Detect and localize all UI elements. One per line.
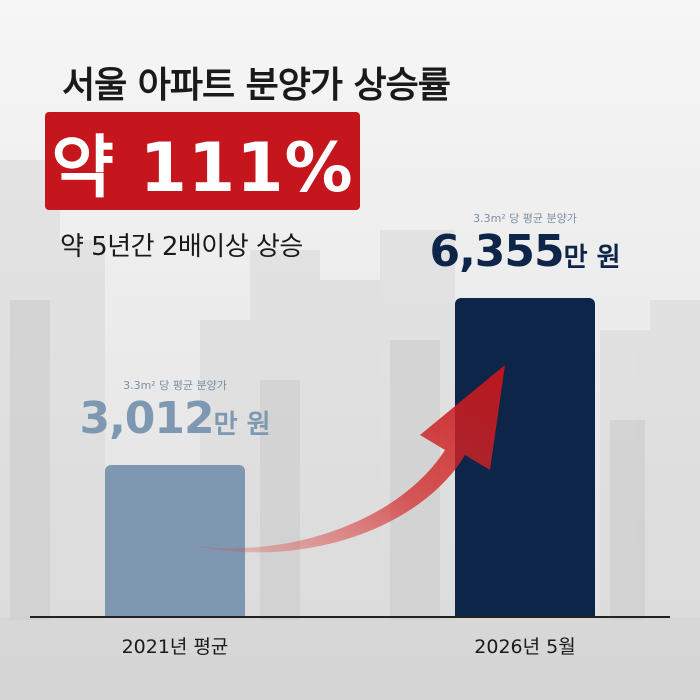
highlight-badge: 약 111% — [45, 112, 360, 210]
value-label-2026: 6,355만 원 — [385, 226, 665, 277]
category-label-2026: 2026년 5월 — [474, 636, 576, 658]
subtitle: 약 5년간 2배이상 상승 — [60, 232, 303, 262]
category-label-2021: 2021년 평균 — [121, 636, 229, 658]
bar-2021 — [105, 465, 245, 616]
value-number-2026: 6,355 — [429, 226, 564, 277]
chart-baseline — [30, 616, 670, 618]
unit-caption-2021: 3.3m² 당 평균 분양가 — [123, 379, 227, 392]
bar-2026 — [455, 298, 595, 616]
page-title: 서울 아파트 분양가 상승률 — [62, 65, 451, 106]
value-label-2021: 3,012만 원 — [35, 393, 315, 444]
value-unit-2021: 만 원 — [213, 410, 271, 440]
unit-caption-2026: 3.3m² 당 평균 분양가 — [473, 212, 577, 225]
value-number-2021: 3,012 — [79, 393, 214, 444]
highlight-percentage: 약 111% — [51, 128, 354, 208]
value-unit-2026: 만 원 — [563, 243, 621, 273]
